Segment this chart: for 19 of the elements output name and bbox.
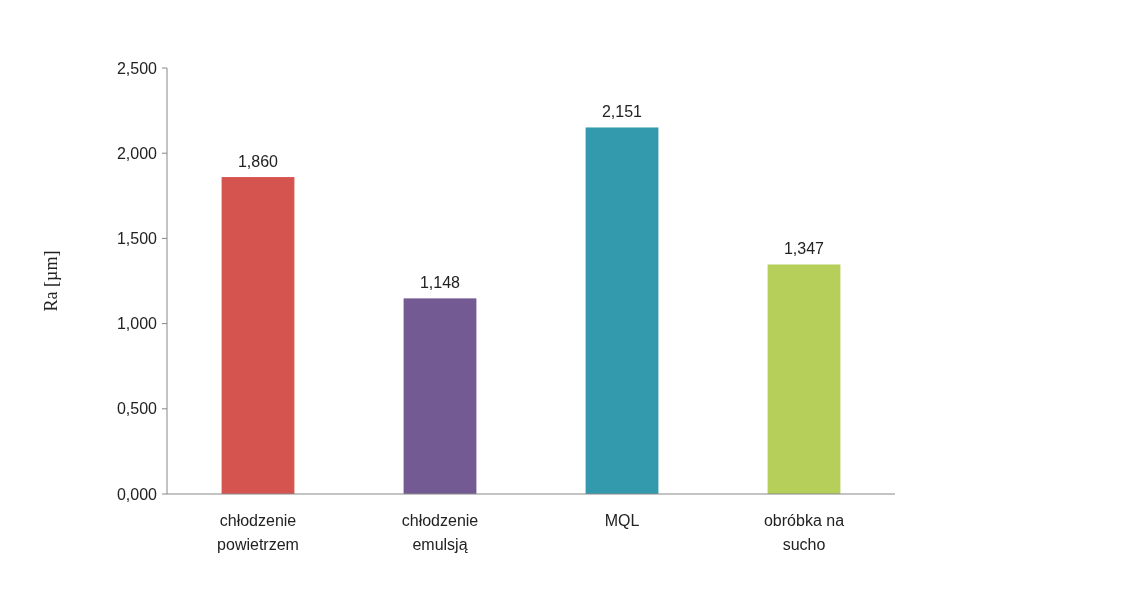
y-tick-label: 2,000 <box>116 144 158 162</box>
bar <box>767 264 841 494</box>
y-tick-label: 0,500 <box>116 400 158 418</box>
y-tick-label: 0,000 <box>116 485 158 503</box>
data-label: 1,148 <box>419 274 461 292</box>
x-tick-label: obróbka na sucho <box>763 512 845 553</box>
bar <box>403 298 477 494</box>
y-axis-title: Ra [µm] <box>41 250 61 312</box>
x-tick-label: MQL <box>604 512 640 529</box>
bar <box>221 177 295 494</box>
bar <box>585 127 659 494</box>
y-tick-label: 2,500 <box>116 59 158 77</box>
x-tick-label: chłodzenie powietrzem <box>217 512 299 553</box>
y-tick-label: 1,000 <box>116 315 158 333</box>
data-label: 1,347 <box>783 240 825 258</box>
data-label: 2,151 <box>601 103 643 121</box>
y-tick-label: 1,500 <box>116 230 158 247</box>
x-tick-label: chłodzenie emulsją <box>401 512 479 553</box>
data-label: 1,860 <box>237 153 279 171</box>
